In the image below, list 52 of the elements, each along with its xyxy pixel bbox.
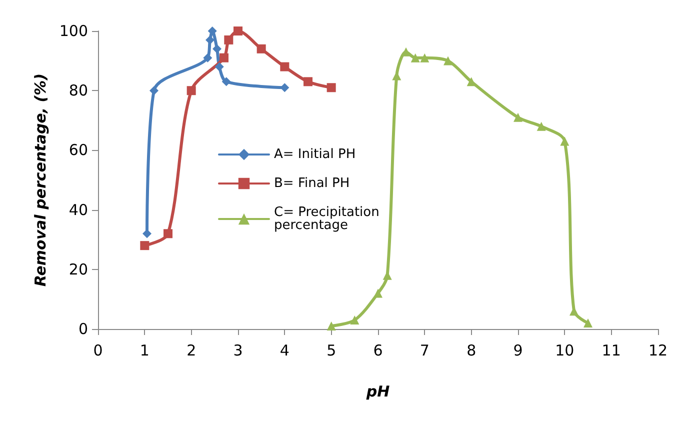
point (560, 136, 570, 146)
x-tick-label: 5 (326, 342, 336, 360)
point (326, 83, 336, 92)
point (350, 316, 360, 325)
x-tick-label: 0 (93, 342, 103, 360)
point (164, 229, 172, 238)
x-tick-label: 2 (186, 342, 196, 360)
y-tick-label: 100 (59, 22, 88, 40)
point (466, 77, 476, 86)
x-axis-title: pH (365, 382, 390, 400)
y-tick-label: 0 (78, 320, 88, 338)
x-tick-label: 8 (466, 342, 476, 360)
point (208, 26, 217, 36)
point (220, 53, 228, 62)
x-tick-label: 7 (420, 342, 430, 360)
point (514, 112, 522, 122)
x-tick-label: 4 (280, 342, 290, 360)
point (536, 122, 546, 131)
legend-label: A= Initial PH (274, 147, 356, 162)
point (150, 86, 158, 96)
point (140, 241, 150, 250)
point (203, 53, 212, 62)
point (410, 53, 420, 62)
point (444, 56, 452, 66)
point (214, 62, 224, 72)
point (420, 53, 430, 62)
x-tick-label: 1 (140, 342, 150, 360)
point (584, 318, 592, 328)
x-tick-label: 3 (233, 342, 243, 360)
legend-label: C= Precipitation percentage (274, 205, 384, 233)
x-tick-label: 12 (648, 342, 668, 360)
x-tick-label: 10 (555, 342, 574, 360)
point (304, 77, 312, 86)
y-tick-label: 20 (68, 260, 88, 278)
y-tick-label: 80 (68, 82, 88, 100)
point (212, 44, 222, 54)
legend-label: B= Final PH (274, 176, 350, 191)
point (206, 35, 214, 44)
point (280, 62, 290, 72)
x-tick-label: 6 (373, 342, 383, 360)
y-tick-label: 60 (68, 141, 88, 160)
point (326, 322, 336, 331)
point (222, 77, 231, 86)
y-axis-title: Removal percentage, (%) (32, 73, 50, 287)
y-tick-label: 40 (68, 200, 88, 219)
point (224, 35, 234, 44)
point (374, 288, 382, 298)
x-tick-label: 11 (602, 342, 621, 360)
point (256, 44, 266, 54)
point (186, 86, 196, 96)
x-tick-label: 9 (513, 342, 523, 360)
point (234, 26, 242, 36)
